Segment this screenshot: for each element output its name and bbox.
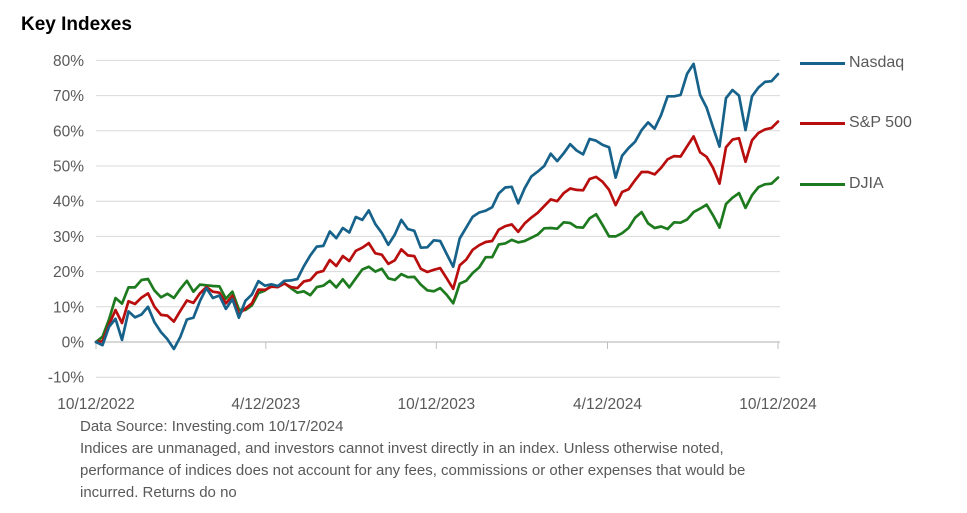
x-axis-tick-label: 4/12/2023 — [231, 396, 300, 413]
nasdaq-line-swatch — [800, 61, 845, 65]
y-axis-tick-label: 80% — [53, 53, 84, 70]
legend-label-nasdaq: Nasdaq — [849, 54, 905, 71]
disclaimer-line-3: incurred. Returns do no — [80, 484, 237, 501]
legend-label-sp500: S&P 500 — [849, 114, 912, 131]
sp500-line-swatch — [800, 121, 845, 125]
y-axis-tick-label: 0% — [62, 335, 85, 352]
y-axis-tick-label: 70% — [53, 88, 84, 105]
y-axis-tick-label: -10% — [48, 370, 84, 387]
disclaimer-line-1: Indices are unmanaged, and investors can… — [80, 440, 724, 457]
chart-title: Key Indexes — [21, 14, 132, 35]
y-axis-tick-label: 60% — [53, 123, 84, 140]
data-source-line: Data Source: Investing.com 10/17/2024 — [80, 418, 344, 435]
djia-line-swatch — [800, 182, 845, 186]
series-line-sp500 — [94, 120, 780, 344]
legend-item-sp500: S&P 500 — [800, 114, 912, 132]
series-line-djia — [94, 176, 780, 344]
series-line-nasdaq — [94, 62, 780, 351]
y-axis-tick-label: 10% — [53, 299, 84, 316]
legend-item-djia: DJIA — [800, 175, 884, 193]
x-axis-tick-label: 10/12/2023 — [398, 396, 476, 413]
legend-label-djia: DJIA — [849, 175, 884, 192]
disclaimer-line-2: performance of indices does not account … — [80, 462, 746, 479]
legend-item-nasdaq: Nasdaq — [800, 54, 904, 72]
y-axis-tick-label: 20% — [53, 264, 84, 281]
chart-disclaimer: Data Source: Investing.com 10/17/2024 In… — [80, 416, 745, 504]
y-axis-tick-label: 30% — [53, 229, 84, 246]
x-axis-tick-label: 4/12/2024 — [573, 396, 642, 413]
y-axis-tick-label: 40% — [53, 194, 84, 211]
x-axis-tick-label: 10/12/2024 — [739, 396, 817, 413]
y-axis-tick-label: 50% — [53, 159, 84, 176]
x-axis-tick-label: 10/12/2022 — [57, 396, 135, 413]
